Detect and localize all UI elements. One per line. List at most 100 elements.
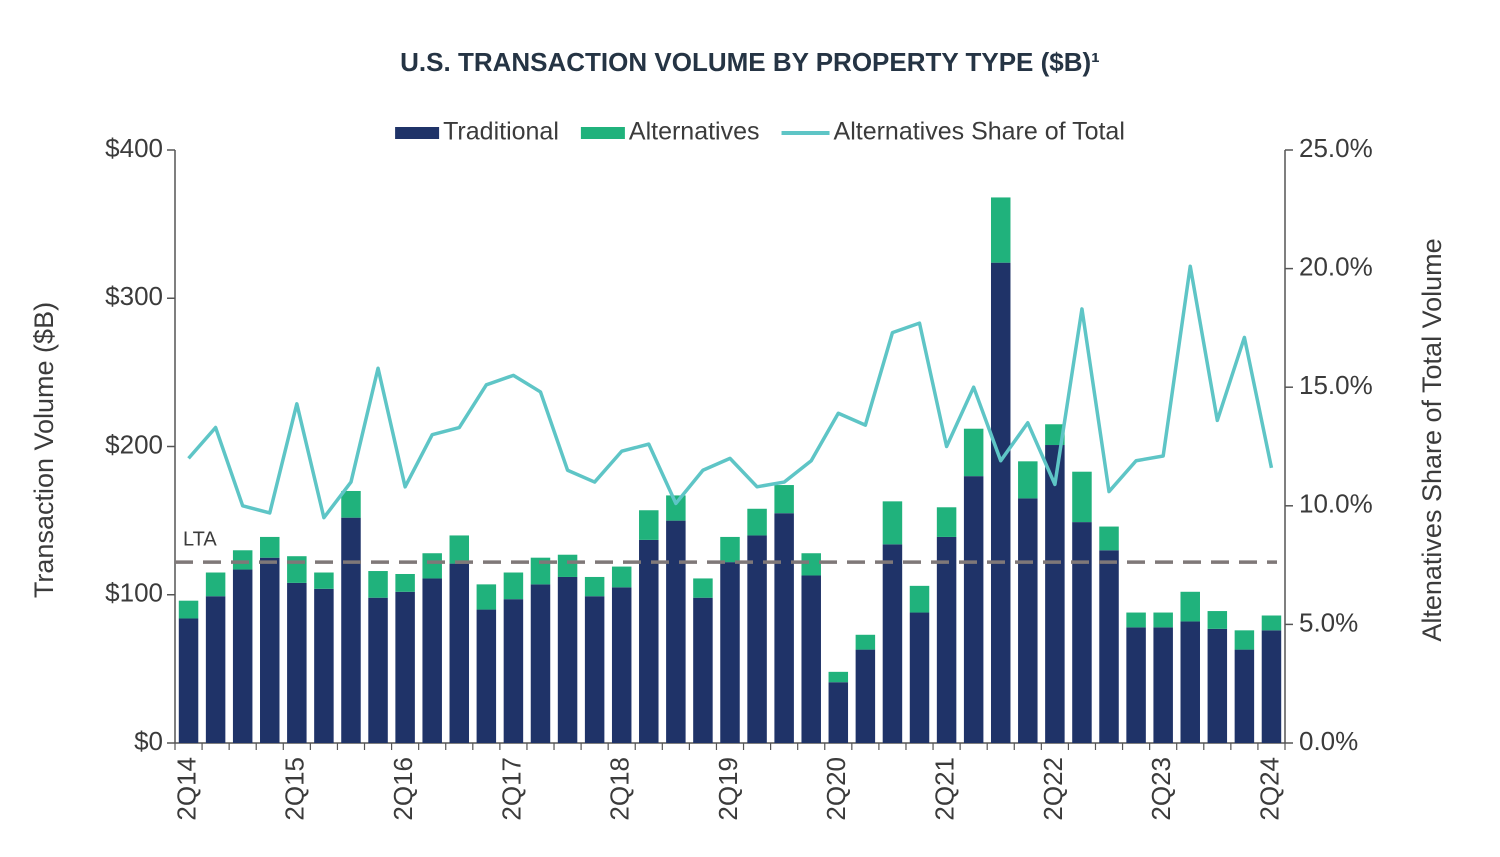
x-tick-label: 2Q15 (280, 757, 310, 821)
bar-segment (341, 490, 361, 518)
legend-swatch (395, 127, 440, 139)
bar-segment (205, 572, 226, 597)
bar-segment (909, 585, 930, 613)
x-tick-label: 2Q22 (1038, 757, 1068, 821)
x-tick-label: 2Q19 (713, 757, 743, 821)
y2-tick-label: 15.0% (1299, 370, 1373, 400)
bar-segment (855, 649, 876, 743)
bar-segment (449, 535, 470, 564)
bar-segment (1126, 627, 1146, 743)
legend-label: Alternatives (629, 118, 760, 146)
bar-segment (449, 563, 470, 743)
bar-segment (882, 544, 903, 743)
bar-segment (747, 508, 767, 536)
bar-segment (341, 517, 361, 743)
legend-swatch (580, 127, 625, 139)
bar-segment (557, 576, 578, 743)
bar-segment (314, 588, 334, 743)
x-tick-label: 2Q20 (821, 757, 851, 821)
bar-segment (963, 428, 984, 477)
bar-segment (611, 587, 632, 743)
bar-segment (395, 573, 415, 592)
bar-segment (205, 596, 226, 743)
bar-segment (530, 584, 551, 743)
bar-segment (855, 634, 876, 650)
bar-segment (963, 476, 984, 743)
bar-segment (584, 576, 605, 597)
bar-segment (178, 618, 199, 743)
bar-segment (287, 582, 307, 743)
bar-segment (1072, 522, 1092, 743)
bar-segment (1261, 615, 1282, 631)
bar-segment (368, 571, 388, 598)
bar-segment (936, 507, 957, 537)
bar-segment (1099, 526, 1119, 551)
y2-tick-label: 25.0% (1299, 133, 1373, 163)
x-tick-label: 2Q21 (929, 757, 959, 821)
bar-segment (1180, 621, 1200, 743)
bar-segment (260, 536, 280, 558)
bar-segment (774, 513, 794, 743)
bar-segment (530, 557, 551, 585)
x-tick-label: 2Q16 (388, 757, 418, 821)
bar-segment (909, 612, 930, 743)
bar-segment (720, 562, 740, 743)
bar-segment (1045, 424, 1065, 446)
y2-tick-label: 0.0% (1299, 726, 1358, 756)
bar-segment (178, 600, 199, 619)
bar-segment (584, 596, 605, 743)
bar-segment (1180, 591, 1200, 622)
bar-segment (666, 520, 686, 743)
y2-tick-label: 10.0% (1299, 489, 1373, 519)
bar-segment (422, 553, 442, 579)
bar-segment (666, 495, 686, 521)
bar-segment (1018, 498, 1038, 743)
bar-segment (232, 569, 253, 743)
bar-segment (882, 501, 903, 545)
bar-segment (1261, 630, 1282, 743)
y-tick-label: $200 (105, 429, 163, 459)
bar-segment (936, 536, 957, 743)
y2-tick-label: 5.0% (1299, 607, 1358, 637)
bar-segment (1045, 445, 1065, 743)
bar-segment (720, 536, 740, 563)
bar-segment (287, 556, 307, 583)
bar-segment (639, 539, 659, 743)
bar-segment (503, 572, 524, 600)
bar-segment (476, 609, 497, 743)
bar-segment (476, 584, 497, 610)
bar-segment (990, 262, 1011, 743)
bar-segment (774, 485, 794, 514)
bar-segment (1099, 550, 1119, 743)
bar-segment (503, 599, 524, 743)
bar-segment (801, 553, 821, 576)
bar-segment (232, 550, 253, 570)
line-series (187, 264, 1274, 520)
bar-segment (747, 535, 767, 743)
bar-segment (693, 597, 713, 743)
y-tick-label: $300 (105, 281, 163, 311)
bar-segment (801, 575, 821, 743)
bar-segment (1153, 612, 1173, 628)
bar-segment (557, 554, 578, 577)
bar-segment (828, 671, 849, 683)
y2-tick-label: 20.0% (1299, 251, 1373, 281)
bar-segment (693, 578, 713, 598)
legend-label: Traditional (443, 118, 559, 146)
bar-segment (611, 566, 632, 588)
bar-segment (1234, 649, 1255, 743)
y-tick-label: $0 (134, 726, 163, 756)
bar-segment (639, 510, 659, 540)
reference-label: LTA (183, 528, 217, 550)
legend-label: Alternatives Share of Total (834, 118, 1125, 146)
bar-segment (1126, 612, 1146, 628)
x-tick-label: 2Q23 (1146, 757, 1176, 821)
bar-segment (1018, 461, 1038, 499)
bar-segment (1207, 628, 1228, 743)
y-tick-label: $100 (105, 578, 163, 608)
bar-segment (1234, 630, 1255, 650)
x-tick-label: 2Q18 (605, 757, 635, 821)
x-tick-label: 2Q24 (1254, 757, 1284, 821)
y2-axis-title: Altenatives Share of Total Volume (1417, 238, 1447, 641)
